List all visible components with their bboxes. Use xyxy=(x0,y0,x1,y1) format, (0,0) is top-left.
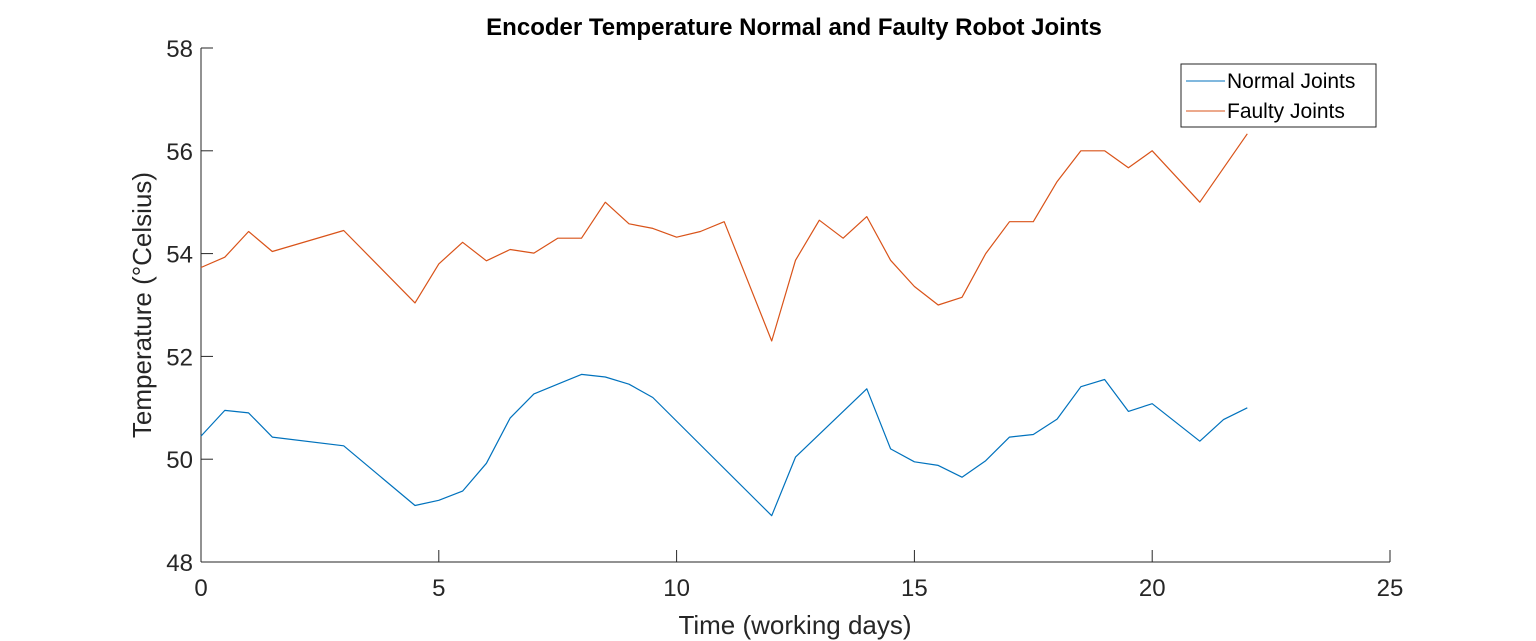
series-line-faulty-joints xyxy=(200,133,1248,342)
legend-box xyxy=(1180,63,1377,128)
x-tick-label: 0 xyxy=(194,575,207,602)
legend-label-faulty-joints: Faulty Joints xyxy=(1227,100,1345,123)
x-ticks: 0 5 10 15 20 25 xyxy=(194,550,1403,602)
x-tick-label: 15 xyxy=(901,575,928,602)
y-tick-label: 50 xyxy=(166,447,193,474)
y-ticks: 48 50 52 54 56 58 xyxy=(166,36,213,577)
series-line-normal-joints xyxy=(200,373,1248,517)
x-tick-label: 10 xyxy=(663,575,690,602)
axes xyxy=(200,48,1390,563)
x-tick-label: 25 xyxy=(1377,575,1404,602)
y-tick-label: 52 xyxy=(166,344,193,371)
x-axis-label: Time (working days) xyxy=(678,610,911,640)
x-tick-label: 5 xyxy=(432,575,445,602)
legend: Normal Joints Faulty Joints xyxy=(1180,63,1377,128)
x-tick-label: 20 xyxy=(1139,575,1166,602)
y-tick-label: 48 xyxy=(166,550,193,577)
series-group xyxy=(200,133,1248,517)
y-tick-label: 58 xyxy=(166,36,193,63)
y-tick-label: 56 xyxy=(166,139,193,166)
y-axis-label: Temperature (°Celsius) xyxy=(127,172,157,438)
y-tick-label: 54 xyxy=(166,242,193,269)
legend-label-normal-joints: Normal Joints xyxy=(1227,70,1355,93)
chart-title: Encoder Temperature Normal and Faulty Ro… xyxy=(486,14,1102,41)
